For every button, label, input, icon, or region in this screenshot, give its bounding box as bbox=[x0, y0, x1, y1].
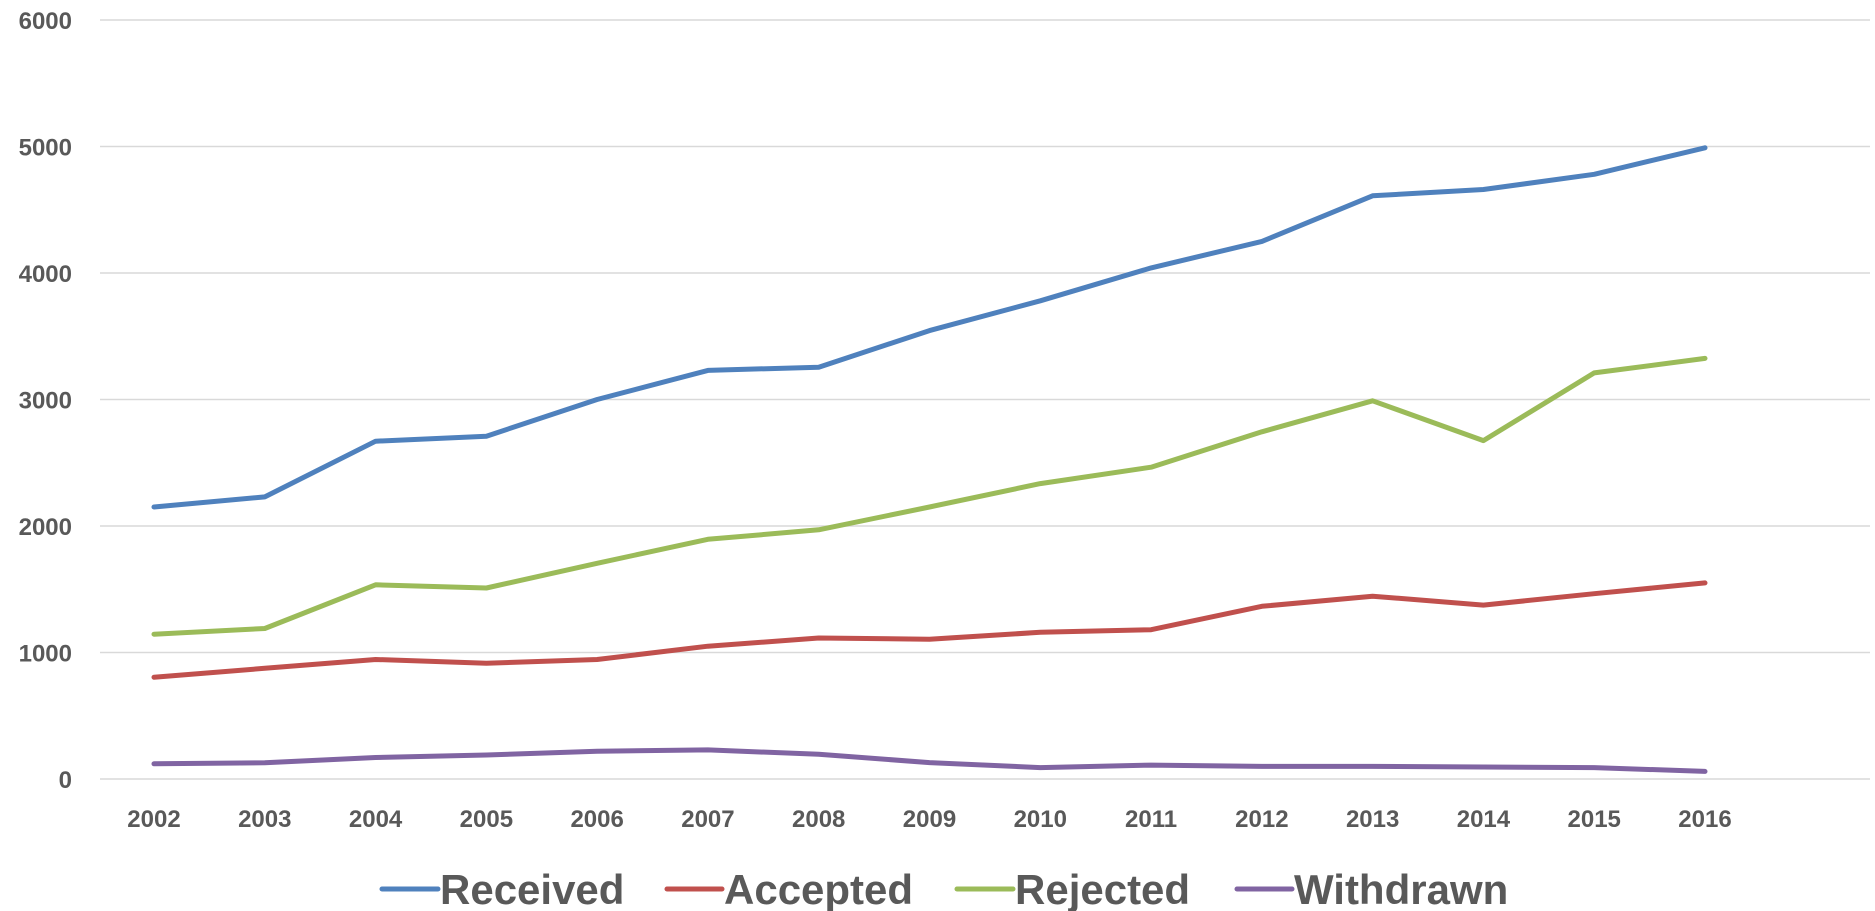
x-tick-label: 2002 bbox=[127, 806, 180, 833]
legend-label: Received bbox=[440, 866, 624, 911]
legend-item-withdrawn: Withdrawn bbox=[1237, 866, 1508, 911]
x-tick-label: 2013 bbox=[1346, 806, 1399, 833]
x-tick-label: 2003 bbox=[238, 806, 291, 833]
y-tick-label: 2000 bbox=[19, 514, 72, 541]
x-tick-label: 2006 bbox=[570, 806, 623, 833]
series-line-withdrawn bbox=[154, 750, 1705, 772]
legend-item-received: Received bbox=[382, 866, 624, 911]
y-tick-label: 3000 bbox=[19, 388, 72, 415]
series-line-received bbox=[154, 148, 1705, 507]
series-line-accepted bbox=[154, 583, 1705, 677]
legend-label: Accepted bbox=[724, 866, 913, 911]
y-axis-tick-labels: 0 1000 2000 3000 4000 5000 6000 bbox=[19, 8, 72, 794]
gridlines bbox=[100, 20, 1870, 779]
x-tick-label: 2011 bbox=[1125, 806, 1177, 833]
y-tick-label: 5000 bbox=[19, 135, 72, 162]
x-tick-label: 2005 bbox=[460, 806, 513, 833]
x-tick-label: 2008 bbox=[792, 806, 845, 833]
x-tick-label: 2007 bbox=[681, 806, 734, 833]
y-tick-label: 0 bbox=[59, 767, 72, 794]
x-tick-label: 2014 bbox=[1457, 806, 1511, 833]
y-tick-label: 1000 bbox=[19, 641, 72, 668]
legend: Received Accepted Rejected Withdrawn bbox=[382, 866, 1508, 911]
legend-item-rejected: Rejected bbox=[957, 866, 1190, 911]
x-tick-label: 2010 bbox=[1014, 806, 1067, 833]
legend-label: Withdrawn bbox=[1294, 866, 1508, 911]
x-axis-tick-labels: 2002 2003 2004 2005 2006 2007 2008 2009 2010 2011… bbox=[127, 806, 1731, 833]
x-tick-label: 2009 bbox=[903, 806, 956, 833]
x-tick-label: 2012 bbox=[1235, 806, 1288, 833]
y-tick-label: 6000 bbox=[19, 8, 72, 35]
x-tick-label: 2016 bbox=[1678, 806, 1731, 833]
y-tick-label: 4000 bbox=[19, 261, 72, 288]
series-lines bbox=[154, 148, 1705, 772]
legend-label: Rejected bbox=[1015, 866, 1190, 911]
legend-item-accepted: Accepted bbox=[667, 866, 913, 911]
x-tick-label: 2015 bbox=[1568, 806, 1621, 833]
x-tick-label: 2004 bbox=[349, 806, 403, 833]
